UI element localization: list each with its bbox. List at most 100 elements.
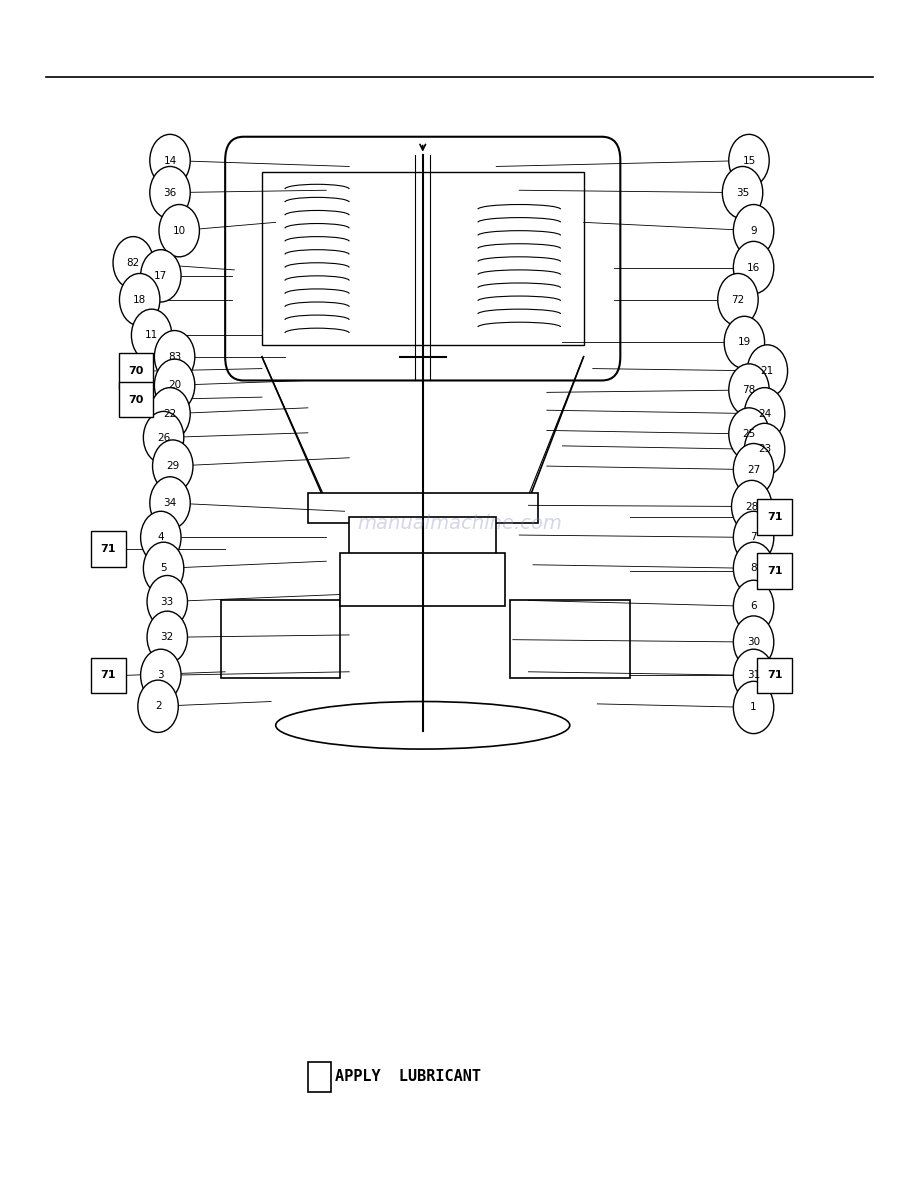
Text: 78: 78 [743, 385, 755, 395]
Circle shape [724, 316, 765, 369]
Text: 32: 32 [161, 633, 174, 642]
FancyBboxPatch shape [757, 658, 792, 693]
Text: 83: 83 [168, 352, 181, 361]
FancyBboxPatch shape [91, 531, 126, 567]
Circle shape [733, 616, 774, 668]
Text: 35: 35 [736, 188, 749, 197]
Circle shape [747, 345, 788, 397]
Circle shape [143, 411, 184, 464]
Circle shape [733, 241, 774, 294]
Text: 3: 3 [157, 671, 165, 680]
Text: 7: 7 [750, 533, 757, 542]
Circle shape [729, 134, 769, 187]
Text: 4: 4 [157, 533, 165, 542]
FancyBboxPatch shape [757, 499, 792, 535]
Circle shape [733, 511, 774, 564]
Text: 26: 26 [157, 433, 170, 442]
Text: 71: 71 [767, 566, 782, 575]
Text: 36: 36 [164, 188, 176, 197]
Ellipse shape [276, 702, 570, 749]
FancyBboxPatch shape [221, 600, 340, 678]
Circle shape [150, 477, 190, 529]
Circle shape [154, 359, 195, 411]
Circle shape [147, 611, 187, 663]
Text: 25: 25 [743, 429, 755, 439]
Text: 33: 33 [161, 597, 174, 606]
Text: 22: 22 [164, 409, 176, 419]
Text: 31: 31 [747, 671, 760, 680]
FancyBboxPatch shape [340, 553, 505, 606]
Text: 11: 11 [145, 331, 158, 340]
Text: 27: 27 [747, 465, 760, 474]
Circle shape [143, 542, 184, 594]
Ellipse shape [322, 710, 524, 740]
Text: manualmachine.com: manualmachine.com [357, 514, 562, 533]
Text: 16: 16 [747, 263, 760, 272]
Text: 10: 10 [173, 226, 186, 235]
Circle shape [138, 680, 178, 732]
Circle shape [733, 205, 774, 257]
Text: 2: 2 [154, 702, 162, 711]
Text: 70: 70 [129, 366, 143, 376]
Text: 18: 18 [133, 295, 146, 304]
Text: APPLY  LUBRICANT: APPLY LUBRICANT [335, 1069, 482, 1083]
FancyBboxPatch shape [510, 600, 630, 678]
Text: 34: 34 [164, 498, 176, 508]
Text: 71: 71 [767, 671, 782, 680]
Text: 23: 23 [758, 445, 771, 454]
Circle shape [147, 575, 187, 628]
Circle shape [153, 440, 193, 492]
Circle shape [729, 364, 769, 416]
Text: 28: 28 [745, 502, 758, 511]
Circle shape [718, 273, 758, 326]
FancyBboxPatch shape [119, 382, 153, 417]
Text: 9: 9 [750, 226, 757, 235]
Circle shape [131, 309, 172, 361]
Text: 29: 29 [166, 461, 179, 471]
FancyBboxPatch shape [119, 353, 153, 389]
Circle shape [744, 423, 785, 476]
FancyBboxPatch shape [262, 172, 584, 345]
Circle shape [141, 511, 181, 564]
Circle shape [733, 681, 774, 734]
Circle shape [733, 443, 774, 496]
Text: 72: 72 [732, 295, 744, 304]
Circle shape [150, 388, 190, 440]
Circle shape [141, 250, 181, 302]
Text: 20: 20 [168, 380, 181, 390]
Text: 24: 24 [758, 409, 771, 419]
Circle shape [150, 166, 190, 219]
Text: 19: 19 [738, 338, 751, 347]
Text: 30: 30 [747, 637, 760, 647]
Circle shape [141, 649, 181, 702]
FancyBboxPatch shape [308, 493, 538, 523]
Text: 70: 70 [129, 395, 143, 404]
Circle shape [733, 542, 774, 594]
Circle shape [733, 649, 774, 702]
FancyBboxPatch shape [349, 517, 496, 559]
Text: 71: 71 [101, 671, 116, 680]
FancyBboxPatch shape [757, 553, 792, 589]
FancyBboxPatch shape [308, 1062, 331, 1092]
Circle shape [159, 205, 199, 257]
Text: 17: 17 [154, 271, 167, 281]
Text: 5: 5 [160, 564, 167, 573]
Circle shape [154, 331, 195, 383]
Circle shape [119, 273, 160, 326]
FancyBboxPatch shape [225, 137, 620, 380]
Text: 21: 21 [761, 366, 774, 376]
Circle shape [722, 166, 763, 219]
Text: 1: 1 [750, 703, 757, 712]
Circle shape [729, 408, 769, 460]
Circle shape [732, 480, 772, 533]
Text: 8: 8 [750, 564, 757, 573]
FancyBboxPatch shape [91, 658, 126, 693]
Text: 82: 82 [127, 258, 140, 268]
Text: 14: 14 [164, 156, 176, 165]
Circle shape [150, 134, 190, 187]
Circle shape [744, 388, 785, 440]
Circle shape [733, 580, 774, 633]
Text: 6: 6 [750, 602, 757, 611]
Text: 15: 15 [743, 156, 755, 165]
Text: 71: 71 [767, 512, 782, 522]
